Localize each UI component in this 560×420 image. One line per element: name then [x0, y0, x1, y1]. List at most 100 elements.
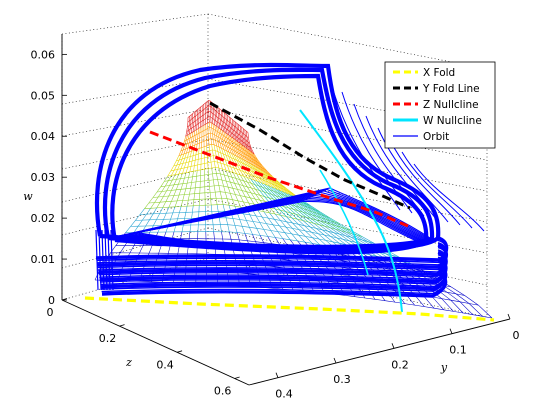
mesh-segment	[257, 159, 262, 166]
x-tick-label: 0.2	[391, 358, 409, 371]
y-tick	[234, 376, 240, 379]
mesh-segment	[224, 174, 227, 182]
mesh-segment	[145, 219, 150, 227]
legend-label-w-nullcline: W Nullcline	[423, 115, 482, 127]
mesh-segment	[178, 150, 182, 156]
mesh-segment	[168, 190, 172, 197]
mesh-segment	[226, 146, 230, 153]
mesh-segment	[286, 190, 295, 197]
mesh-segment	[219, 128, 222, 135]
mesh-segment	[209, 186, 211, 193]
mesh-segment	[168, 175, 172, 181]
mesh-segment	[214, 192, 217, 199]
mesh-segment	[307, 213, 317, 221]
mesh-segment	[164, 180, 169, 187]
mesh-segment	[218, 127, 220, 134]
mesh-segment	[210, 162, 212, 169]
mesh-segment	[305, 236, 313, 244]
z-tick-label: 0.03	[31, 171, 56, 184]
mesh-segment	[169, 179, 173, 186]
mesh-segment	[221, 130, 224, 136]
mesh-segment	[214, 161, 216, 168]
mesh-segment	[298, 235, 306, 243]
mesh-segment	[257, 164, 263, 171]
mesh-segment	[265, 177, 272, 184]
mesh-segment	[222, 139, 225, 146]
mesh-segment	[241, 136, 244, 142]
mesh-segment	[217, 162, 220, 169]
mesh-segment	[252, 175, 258, 182]
legend-box	[384, 61, 496, 149]
mesh-segment	[224, 127, 226, 133]
mesh-segment	[191, 155, 194, 162]
orbit-curve	[413, 163, 485, 232]
mesh-segment	[196, 164, 198, 171]
mesh-segment	[184, 140, 187, 146]
mesh-segment	[176, 159, 180, 166]
mesh-segment	[220, 138, 223, 145]
mesh-segment	[311, 208, 322, 215]
mesh-segment	[230, 148, 235, 155]
mesh-segment	[181, 149, 184, 155]
orbit-curve	[110, 229, 114, 291]
mesh-segment	[185, 183, 188, 189]
mesh-segment	[234, 147, 239, 154]
mesh-segment	[295, 205, 303, 213]
mesh-segment	[231, 177, 235, 184]
mesh-segment	[186, 177, 189, 184]
mesh-segment	[226, 150, 229, 157]
mesh-segment	[119, 245, 126, 253]
x-tick-label: 0	[513, 329, 520, 342]
mesh-segment	[272, 224, 279, 232]
mesh-segment	[212, 139, 215, 145]
mesh-segment	[243, 133, 245, 140]
mesh-segment	[236, 160, 241, 167]
legend-label-y-fold: Y Fold Line	[422, 83, 480, 95]
mesh-segment	[195, 181, 197, 188]
mesh-segment	[241, 144, 245, 151]
mesh-segment	[180, 183, 184, 190]
mesh-segment	[210, 156, 212, 163]
x-tick	[333, 357, 337, 364]
mesh-segment	[184, 136, 186, 142]
mesh-segment	[227, 224, 230, 232]
mesh-segment	[234, 139, 237, 145]
mesh-segment	[193, 165, 195, 172]
mesh-segment	[459, 301, 473, 315]
z-axis-label: w	[23, 190, 33, 203]
mesh-segment	[210, 138, 212, 145]
mesh-segment	[173, 164, 178, 171]
mesh-segment	[192, 140, 194, 147]
mesh-segment	[168, 245, 171, 254]
mesh-segment	[166, 185, 170, 192]
mesh-segment	[302, 220, 311, 228]
mesh-segment	[234, 225, 238, 233]
mesh-segment	[135, 214, 141, 221]
tick-group: 0 0.01 0.02 0.03 0.04 0.05 0.06 0 0.2 0.4 0.6 0 0.1 0…	[31, 48, 520, 400]
mesh-segment	[246, 158, 251, 164]
mesh-segment	[253, 159, 259, 166]
mesh-segment	[241, 190, 246, 197]
y-tick	[119, 324, 125, 327]
mesh-segment	[208, 139, 210, 146]
mesh-segment	[292, 228, 299, 236]
mesh-segment	[221, 120, 223, 127]
mesh-segment	[249, 174, 255, 181]
mesh-segment	[299, 203, 309, 211]
mesh-segment	[330, 223, 341, 231]
x-tick-label: 0.3	[333, 373, 351, 386]
orbit-curve	[107, 229, 111, 291]
mesh-segment	[238, 184, 243, 191]
y-tick	[176, 350, 183, 353]
mesh-segment	[173, 160, 177, 167]
mesh-segment	[267, 236, 273, 244]
mesh-segment	[278, 181, 286, 188]
mesh-segment	[286, 216, 293, 224]
mesh-segment	[237, 189, 241, 196]
mesh-segment	[217, 179, 220, 186]
mesh-segment	[282, 186, 291, 193]
mesh-segment	[230, 182, 234, 189]
mesh-segment	[174, 169, 178, 175]
mesh-segment	[241, 132, 244, 138]
mesh-segment	[182, 144, 186, 150]
